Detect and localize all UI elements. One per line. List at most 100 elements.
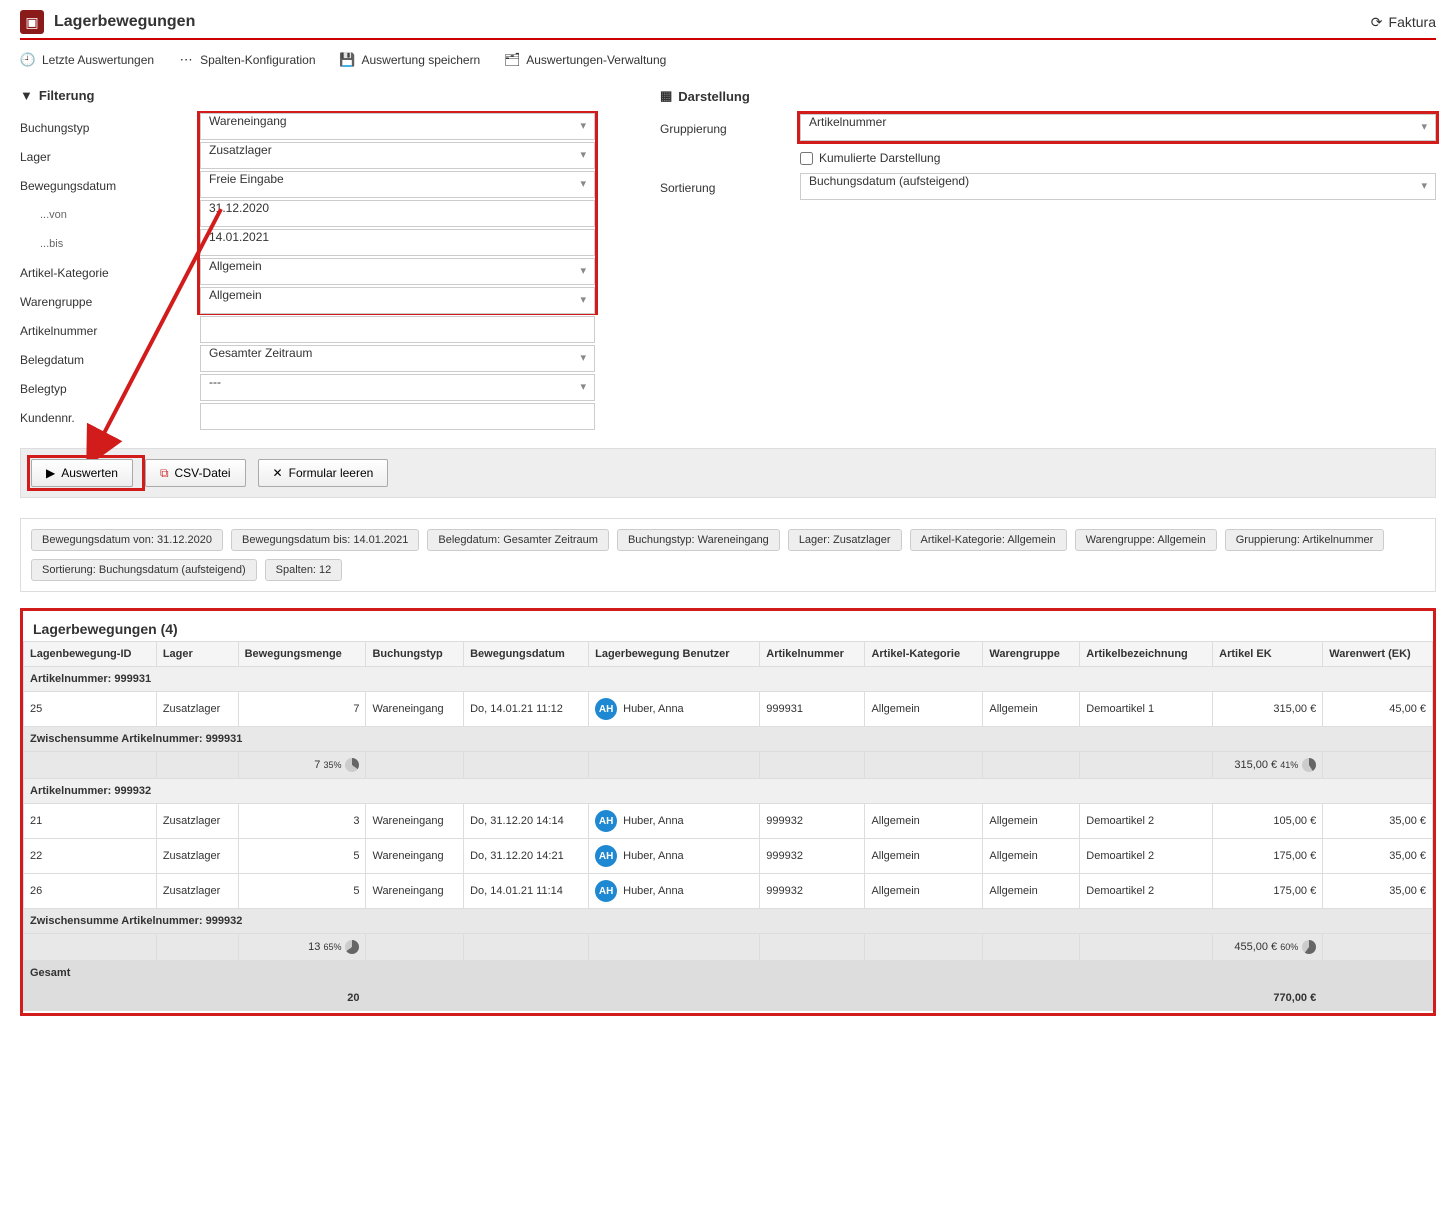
manage-icon: 🗂 xyxy=(504,52,520,68)
toolbar-save[interactable]: 💾 Auswertung speichern xyxy=(340,52,481,68)
column-header[interactable]: Artikel EK xyxy=(1213,642,1323,667)
faktura-button[interactable]: ⟳ Faktura xyxy=(1371,14,1436,31)
cell-lager: Zusatzlager xyxy=(156,839,238,874)
cell-bez: Demoartikel 2 xyxy=(1080,874,1213,909)
column-header[interactable]: Artikelbezeichnung xyxy=(1080,642,1213,667)
input-artikelnr[interactable] xyxy=(200,316,595,343)
cell-wert: 35,00 € xyxy=(1323,804,1433,839)
auswerten-label: Auswerten xyxy=(61,466,118,480)
filter-tag[interactable]: Warengruppe: Allgemein xyxy=(1075,529,1217,551)
cell-ek: 315,00 € xyxy=(1213,692,1323,727)
user-name: Huber, Anna xyxy=(623,885,684,897)
filter-tag[interactable]: Lager: Zusatzlager xyxy=(788,529,902,551)
filter-tag[interactable]: Bewegungsdatum bis: 14.01.2021 xyxy=(231,529,419,551)
display-heading-text: Darstellung xyxy=(678,89,750,104)
cell-artnr: 999931 xyxy=(760,692,865,727)
cell-lager: Zusatzlager xyxy=(156,874,238,909)
label-kundennr: Kundennr. xyxy=(20,403,200,432)
cell-artnr: 999932 xyxy=(760,874,865,909)
filter-tag[interactable]: Belegdatum: Gesamter Zeitraum xyxy=(427,529,609,551)
cell-id: 25 xyxy=(24,692,157,727)
table-row[interactable]: 21Zusatzlager3WareneingangDo, 31.12.20 1… xyxy=(24,804,1433,839)
user-name: Huber, Anna xyxy=(623,850,684,862)
input-bis[interactable]: 14.01.2021 xyxy=(200,229,595,256)
csv-label: CSV-Datei xyxy=(175,466,231,480)
refresh-icon: ⟳ xyxy=(1371,14,1383,31)
input-von[interactable]: 31.12.2020 xyxy=(200,200,595,227)
dots-icon: ⋯ xyxy=(178,52,194,68)
display-heading: ▦ Darstellung xyxy=(660,88,1436,104)
table-row[interactable]: 22Zusatzlager5WareneingangDo, 31.12.20 1… xyxy=(24,839,1433,874)
cell-artnr: 999932 xyxy=(760,839,865,874)
cell-ek: 175,00 € xyxy=(1213,874,1323,909)
column-header[interactable]: Artikel-Kategorie xyxy=(865,642,983,667)
select-belegdatum[interactable]: Gesamter Zeitraum xyxy=(200,345,595,372)
display-icon: ▦ xyxy=(660,88,672,104)
label-buchungstyp: Buchungstyp xyxy=(20,113,200,142)
column-header[interactable]: Warengruppe xyxy=(983,642,1080,667)
cell-wg: Allgemein xyxy=(983,839,1080,874)
cell-kat: Allgemein xyxy=(865,692,983,727)
csv-button[interactable]: ⧉ CSV-Datei xyxy=(145,459,246,487)
cell-wert: 45,00 € xyxy=(1323,692,1433,727)
filter-tag[interactable]: Sortierung: Buchungsdatum (aufsteigend) xyxy=(31,559,257,581)
column-header[interactable]: Bewegungsmenge xyxy=(238,642,366,667)
filter-tag[interactable]: Buchungstyp: Wareneingang xyxy=(617,529,780,551)
column-header[interactable]: Warenwert (EK) xyxy=(1323,642,1433,667)
avatar-icon: AH xyxy=(595,810,617,832)
checkbox-kumuliert[interactable] xyxy=(800,152,813,165)
column-header[interactable]: Lagerbewegung Benutzer xyxy=(589,642,760,667)
toolbar-manage-label: Auswertungen-Verwaltung xyxy=(526,53,666,67)
cell-kat: Allgemein xyxy=(865,804,983,839)
filter-heading-text: Filterung xyxy=(39,88,95,103)
label-sortierung: Sortierung xyxy=(660,181,800,195)
select-sortierung[interactable]: Buchungsdatum (aufsteigend) xyxy=(800,173,1436,200)
toolbar-recent[interactable]: 🕘 Letzte Auswertungen xyxy=(20,52,154,68)
select-bewegungsdatum[interactable]: Freie Eingabe xyxy=(200,171,595,198)
toolbar-columns[interactable]: ⋯ Spalten-Konfiguration xyxy=(178,52,315,68)
cell-menge: 7 xyxy=(238,692,366,727)
select-kategorie[interactable]: Allgemein xyxy=(200,258,595,285)
subtotal-menge: 7 35% xyxy=(238,752,366,779)
auswerten-button[interactable]: ▶ Auswerten xyxy=(31,459,133,487)
column-header[interactable]: Artikelnummer xyxy=(760,642,865,667)
toolbar-manage[interactable]: 🗂 Auswertungen-Verwaltung xyxy=(504,52,666,68)
column-header[interactable]: Buchungstyp xyxy=(366,642,464,667)
cell-lager: Zusatzlager xyxy=(156,804,238,839)
column-header[interactable]: Lagenbewegung-ID xyxy=(24,642,157,667)
filter-tag[interactable]: Spalten: 12 xyxy=(265,559,343,581)
label-belegdatum: Belegdatum xyxy=(20,345,200,374)
select-belegtyp[interactable]: --- xyxy=(200,374,595,401)
select-warengruppe[interactable]: Allgemein xyxy=(200,287,595,314)
results-table: Lagenbewegung-IDLagerBewegungsmengeBuchu… xyxy=(23,641,1433,1011)
subtotal-ek: 315,00 € 41% xyxy=(1213,752,1323,779)
label-kumuliert: Kumulierte Darstellung xyxy=(819,151,940,165)
clear-button[interactable]: ✕ Formular leeren xyxy=(258,459,389,487)
table-row[interactable]: 26Zusatzlager5WareneingangDo, 14.01.21 1… xyxy=(24,874,1433,909)
column-header[interactable]: Lager xyxy=(156,642,238,667)
label-bis: ...bis xyxy=(20,229,200,258)
table-row[interactable]: 25Zusatzlager7WareneingangDo, 14.01.21 1… xyxy=(24,692,1433,727)
column-header[interactable]: Bewegungsdatum xyxy=(464,642,589,667)
toolbar-save-label: Auswertung speichern xyxy=(362,53,481,67)
cell-id: 22 xyxy=(24,839,157,874)
cell-user: AHHuber, Anna xyxy=(589,692,760,727)
cell-kat: Allgemein xyxy=(865,874,983,909)
label-lager: Lager xyxy=(20,142,200,171)
total-menge: 20 xyxy=(238,986,366,1011)
cell-ek: 175,00 € xyxy=(1213,839,1323,874)
cell-bez: Demoartikel 2 xyxy=(1080,804,1213,839)
select-buchungstyp[interactable]: Wareneingang xyxy=(200,113,595,140)
input-kundennr[interactable] xyxy=(200,403,595,430)
cell-menge: 3 xyxy=(238,804,366,839)
play-icon: ▶ xyxy=(46,466,55,480)
filter-tag[interactable]: Artikel-Kategorie: Allgemein xyxy=(910,529,1067,551)
cell-menge: 5 xyxy=(238,839,366,874)
filter-tag[interactable]: Gruppierung: Artikelnummer xyxy=(1225,529,1385,551)
select-gruppierung[interactable]: Artikelnummer xyxy=(800,114,1436,141)
cell-datum: Do, 31.12.20 14:21 xyxy=(464,839,589,874)
app-logo-icon: ▣ xyxy=(20,10,44,34)
clock-icon: 🕘 xyxy=(20,52,36,68)
select-lager[interactable]: Zusatzlager xyxy=(200,142,595,169)
filter-tag[interactable]: Bewegungsdatum von: 31.12.2020 xyxy=(31,529,223,551)
